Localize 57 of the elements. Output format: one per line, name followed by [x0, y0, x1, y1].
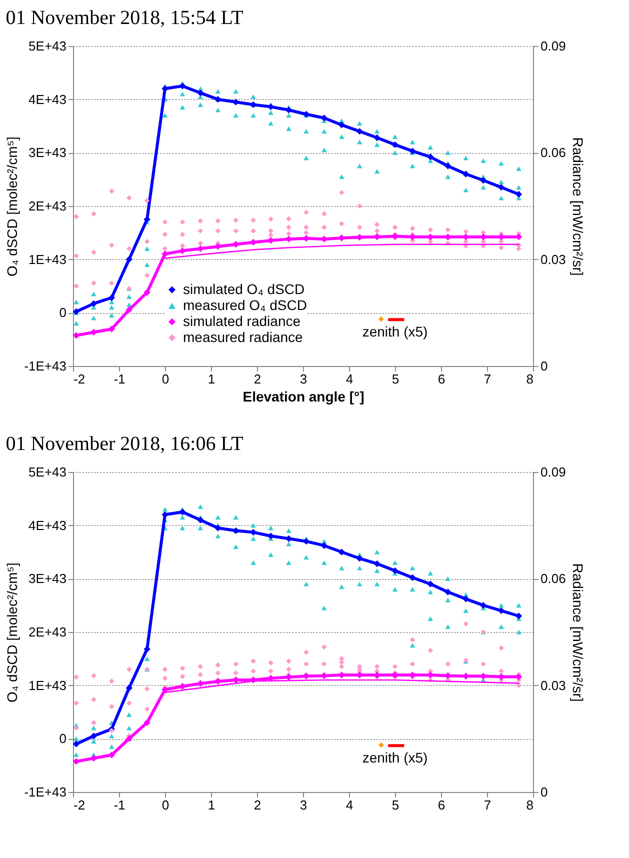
x-tick-label: 3: [300, 372, 308, 386]
x-tick-label: 5: [392, 372, 400, 386]
x-tick-label: 6: [438, 372, 446, 386]
y2-tick-label: 0.06: [540, 571, 566, 586]
y-tick-label: 1E+43: [28, 678, 66, 693]
x-tick-label: 2: [254, 798, 262, 812]
y-tick-label: 3E+43: [28, 571, 66, 586]
y2-tick-label: 0: [540, 358, 548, 374]
x-tick-label: 7: [484, 372, 492, 386]
y-tick-label: -1E+43: [24, 358, 66, 374]
x-tick-label: 8: [526, 798, 534, 812]
y2-tick-label: 0.06: [540, 145, 566, 160]
y-axis-title: O₄ dSCD [molec²/cm⁵]: [4, 136, 20, 276]
chart-title: 01 November 2018, 15:54 LT: [6, 7, 244, 29]
x-tick-label: -1: [114, 798, 126, 812]
y2-tick-label: 0: [540, 784, 548, 800]
y-tick-label: 0: [59, 305, 66, 320]
x-tick-label: 6: [438, 798, 446, 812]
x-tick-label: 3: [300, 798, 308, 812]
x-tick-label: -2: [74, 372, 86, 386]
y-tick-label: 3E+43: [28, 145, 66, 160]
y-tick-label: 5E+43: [28, 38, 66, 54]
chart-title: 01 November 2018, 16:06 LT: [6, 433, 244, 455]
y-tick-label: -1E+43: [24, 784, 66, 800]
x-tick-label: 1: [208, 372, 216, 386]
annotation: zenith (x5): [362, 749, 428, 766]
x-tick-label: 4: [346, 798, 354, 812]
x-tick-label: 1: [208, 798, 216, 812]
y2-axis-title: Radiance [mW/cm²/sr]: [570, 563, 586, 702]
y2-axis-title: Radiance [mW/cm²/sr]: [570, 137, 586, 276]
legend-label: simulated radiance: [183, 312, 301, 329]
y-tick-label: 5E+43: [28, 464, 66, 480]
x-tick-label: 0: [162, 798, 170, 812]
x-tick-label: 4: [346, 372, 354, 386]
y2-tick-label: 0.03: [540, 252, 566, 267]
x-tick-label: 7: [484, 798, 492, 812]
x-axis-title: Elevation angle [°]: [242, 388, 364, 404]
y-tick-label: 2E+43: [28, 198, 66, 214]
x-tick-label: 2: [254, 372, 262, 386]
annotation: zenith (x5): [362, 323, 428, 340]
y-tick-label: 2E+43: [28, 624, 66, 640]
legend-label: measured radiance: [183, 328, 304, 345]
y2-tick-label: 0.03: [540, 678, 566, 693]
y-tick-label: 0: [59, 731, 66, 746]
y2-tick-label: 0.09: [540, 464, 566, 480]
y-tick-label: 4E+43: [28, 518, 66, 533]
x-tick-label: 0: [162, 372, 170, 386]
legend-label: measured O₄ dSCD: [183, 296, 307, 313]
x-tick-label: 8: [526, 372, 534, 386]
x-tick-label: 5: [392, 798, 400, 812]
x-tick-label: -1: [114, 372, 126, 386]
legend-label: simulated O₄ dSCD: [183, 280, 305, 297]
y-tick-label: 4E+43: [28, 92, 66, 107]
y-axis-title: O₄ dSCD [molec²/cm⁵]: [4, 562, 20, 702]
y2-tick-label: 0.09: [540, 38, 566, 54]
y-tick-label: 1E+43: [28, 252, 66, 267]
x-tick-label: -2: [74, 798, 86, 812]
